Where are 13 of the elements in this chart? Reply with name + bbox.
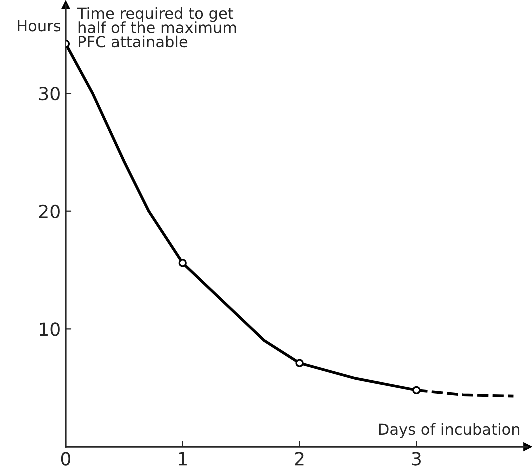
y-tick-label: 20 (39, 204, 60, 218)
y-axis-title: Hours (18, 20, 61, 32)
point (178, 259, 187, 268)
x-tick-label: 3 (412, 452, 421, 466)
text: Time required to get half of the maximum PFC attainable (77, 7, 236, 48)
x-tick-label: 1 (179, 452, 187, 466)
x-tick-label: 2 (295, 452, 304, 466)
y-tick-label: 30 (40, 87, 60, 101)
y-tick-label: 10 (40, 322, 60, 336)
point (412, 386, 421, 395)
point (296, 359, 304, 368)
x-tick-label: 0 (61, 452, 71, 466)
x-axis-title: Days of incubation (379, 423, 520, 438)
